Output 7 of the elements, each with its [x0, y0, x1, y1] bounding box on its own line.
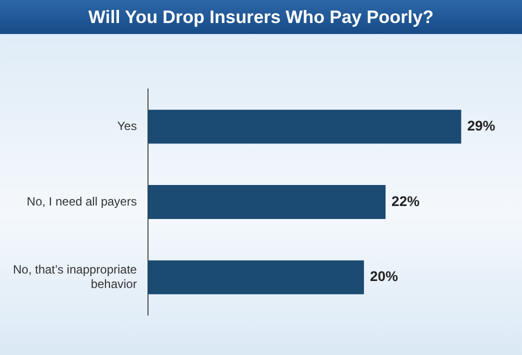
data-label: 20% — [370, 268, 399, 284]
data-label: 22% — [392, 192, 420, 209]
y-tick-label: No, that’s inappropriate behavior — [12, 262, 138, 291]
chart-title: Will You Drop Insurers Who Pay Poorly? — [0, 0, 522, 34]
y-tick-label: No, I need all payers — [26, 194, 137, 208]
y-tick-label: Yes — [117, 118, 137, 133]
data-label: 29% — [467, 118, 496, 134]
